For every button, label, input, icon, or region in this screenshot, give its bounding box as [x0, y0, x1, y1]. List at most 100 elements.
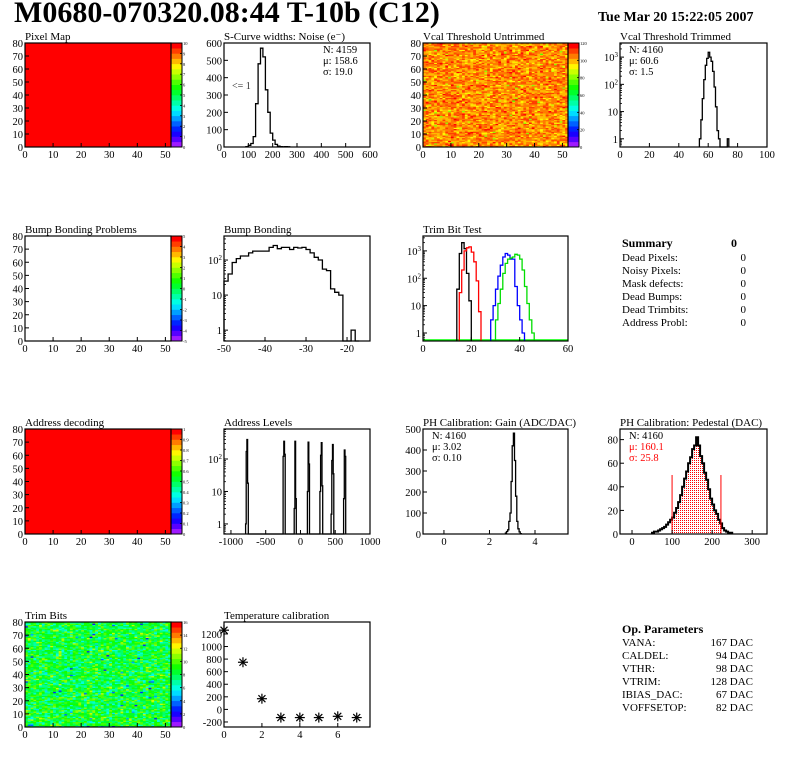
heatmap-cell: [517, 80, 521, 83]
heatmap-cell: [534, 71, 538, 74]
x-tick-label: 400: [313, 150, 329, 161]
heatmap-cell: [562, 80, 566, 83]
heatmap-cell: [442, 100, 446, 102]
heatmap-cell: [487, 89, 491, 92]
heatmap-cell: [481, 105, 485, 107]
heatmap-cell: [481, 61, 485, 63]
heatmap-cell: [545, 128, 549, 131]
heatmap-cell: [473, 84, 477, 87]
heatmap-cell: [456, 46, 460, 49]
heatmap-cell: [503, 118, 507, 120]
heatmap-cell: [540, 141, 544, 144]
heatmap-cell: [456, 63, 460, 66]
heatmap-cell: [439, 65, 443, 67]
heatmap-cell: [423, 53, 427, 55]
heatmap-cell: [453, 58, 457, 61]
heatmap-cell: [25, 623, 29, 625]
stats-line: N: 4160: [629, 431, 663, 442]
heatmap-cell: [515, 43, 519, 45]
heatmap-cell: [448, 67, 452, 70]
heatmap-cell: [456, 96, 460, 98]
heatmap-cell: [428, 113, 432, 115]
heatmap-cell: [517, 124, 521, 127]
heatmap-cell: [442, 71, 446, 74]
heatmap-cell: [498, 75, 502, 78]
heatmap-cell: [551, 128, 555, 131]
heatmap-cell: [517, 139, 521, 141]
heatmap-cell: [475, 119, 480, 122]
heatmap-cell: [542, 97, 546, 100]
palette-band: [171, 79, 182, 85]
heatmap-cell: [531, 95, 535, 97]
heatmap-cell: [540, 136, 544, 139]
heatmap-cell: [506, 136, 510, 139]
heatmap-cell: [484, 130, 488, 132]
heatmap-cell: [484, 121, 488, 123]
heatmap-cell: [551, 62, 555, 65]
heatmap-cell: [495, 44, 499, 46]
heatmap-cell: [512, 124, 516, 127]
heatmap-cell: [495, 110, 499, 113]
heatmap-cell: [551, 49, 555, 52]
heatmap-cell: [492, 121, 496, 123]
heatmap-cell: [517, 130, 521, 132]
heatmap-cell: [450, 89, 454, 92]
heatmap-cell: [473, 128, 477, 131]
heatmap-cell: [506, 69, 510, 71]
heatmap-cell: [498, 62, 502, 65]
heatmap-cell: [542, 66, 546, 68]
heatmap-cell: [425, 141, 429, 144]
heatmap-cell: [520, 128, 524, 131]
heatmap-cell: [475, 105, 480, 107]
heatmap-cell: [526, 46, 530, 49]
heatmap-cell: [425, 113, 429, 115]
heatmap-cell: [448, 63, 452, 66]
heatmap-cell: [534, 85, 538, 88]
heatmap-cell: [439, 102, 443, 105]
heatmap-cell: [562, 95, 566, 97]
heatmap-cell: [436, 98, 441, 101]
heatmap-cell: [492, 52, 496, 54]
heatmap-cell: [436, 85, 441, 88]
heatmap-cell: [509, 144, 513, 146]
heatmap-cell: [542, 54, 546, 57]
heatmap-cell: [548, 137, 552, 140]
heatmap-cell: [548, 67, 552, 70]
heatmap-cell: [534, 106, 538, 109]
heatmap-cell: [448, 65, 452, 67]
heatmap-cell: [562, 113, 566, 115]
palette-band: [171, 476, 182, 482]
heatmap-cell: [445, 144, 449, 146]
heatmap-cell: [506, 48, 510, 50]
heatmap-cell: [456, 127, 460, 130]
heatmap-cell: [498, 127, 502, 130]
heatmap-cell: [537, 123, 541, 126]
heatmap-cell: [484, 53, 488, 55]
heatmap-cell: [515, 95, 519, 97]
heatmap-cell: [498, 111, 502, 114]
heatmap-cell: [517, 126, 521, 128]
heatmap-cell: [436, 137, 441, 140]
heatmap-cell: [551, 113, 555, 115]
heatmap-cell: [27, 639, 31, 641]
heatmap-cell: [423, 98, 427, 101]
heatmap-cell: [464, 49, 468, 52]
heatmap-cell: [442, 54, 446, 57]
heatmap-cell: [551, 88, 555, 91]
heatmap-cell: [520, 102, 524, 105]
heatmap-cell: [456, 110, 460, 113]
heatmap-cell: [425, 50, 429, 53]
heatmap-cell: [423, 72, 427, 75]
heatmap-cell: [445, 80, 449, 83]
heatmap-cell: [551, 50, 555, 53]
heatmap-cell: [559, 62, 563, 65]
heatmap-cell: [548, 62, 552, 65]
heatmap-cell: [467, 49, 471, 52]
heatmap-cell: [436, 87, 441, 89]
heatmap-cell: [425, 70, 429, 72]
y-tick-label: 1: [416, 329, 421, 340]
heatmap-cell: [484, 131, 488, 133]
heatmap-cell: [464, 59, 468, 62]
heatmap-cell: [464, 89, 468, 92]
heatmap-cell: [448, 62, 452, 65]
